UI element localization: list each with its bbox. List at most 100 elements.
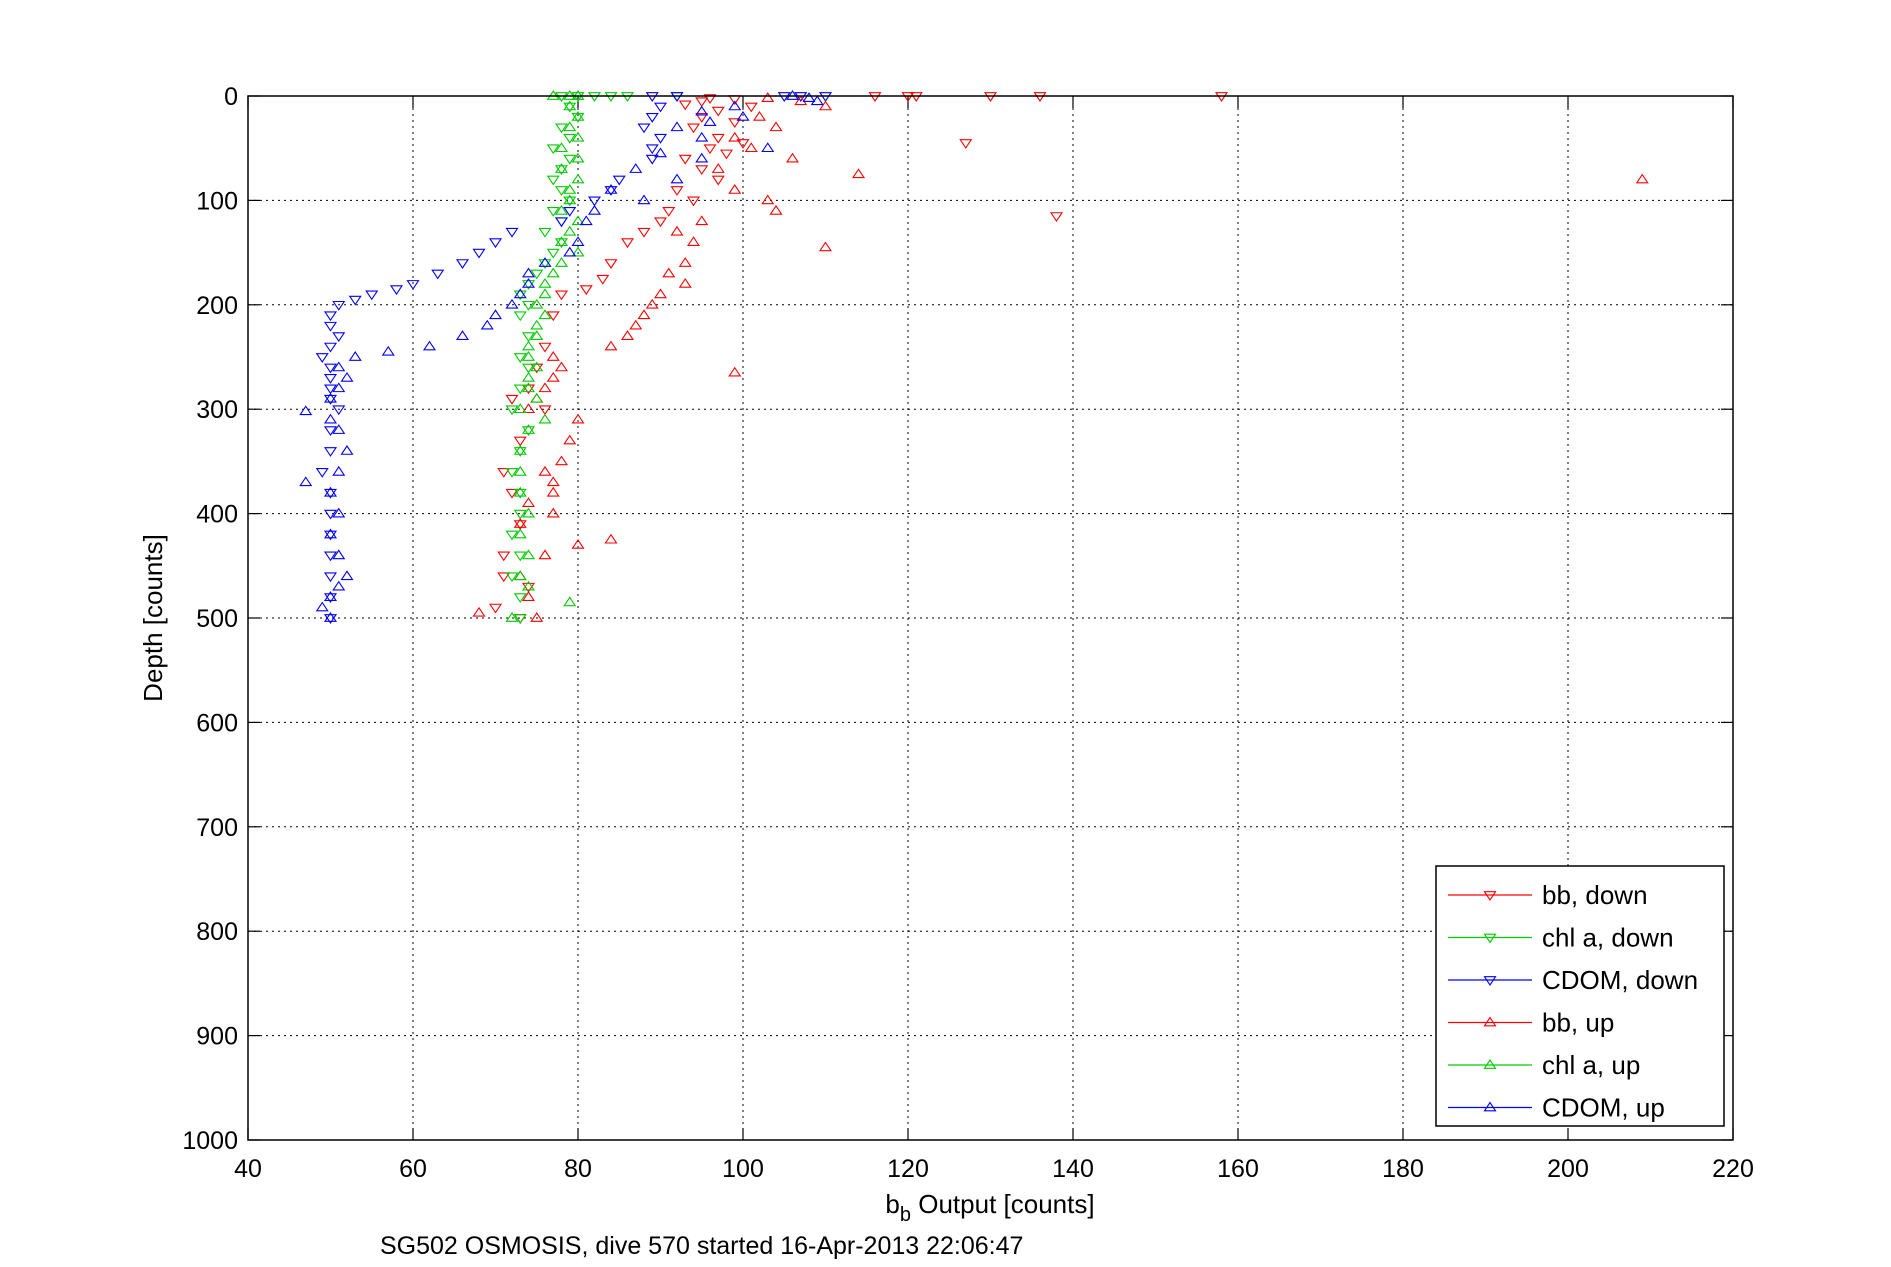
data-point: [315, 467, 329, 478]
data-point: [513, 520, 527, 530]
data-point: [554, 123, 569, 134]
legend-entry: bb, up: [1542, 1008, 1614, 1038]
series-0: [488, 92, 1229, 624]
data-point: [1033, 92, 1047, 102]
data-point: [695, 215, 709, 226]
data-point: [554, 455, 569, 466]
data-point: [521, 382, 536, 393]
data-point: [637, 309, 651, 320]
data-point: [645, 298, 659, 309]
data-point: [579, 215, 593, 226]
data-point: [587, 196, 602, 207]
data-point: [563, 133, 577, 144]
data-point: [513, 403, 527, 414]
legend-box: [1435, 865, 1725, 1127]
data-point: [521, 426, 536, 437]
data-point: [554, 165, 569, 176]
data-point: [480, 319, 494, 330]
data-point: [323, 413, 338, 424]
data-point: [538, 413, 552, 424]
data-point: [571, 246, 585, 257]
data-point: [653, 147, 668, 158]
data-point: [521, 340, 536, 351]
data-point: [554, 257, 569, 267]
data-point: [554, 361, 569, 372]
y-axis-label: Depth [counts]: [138, 534, 168, 702]
data-point: [323, 591, 338, 601]
data-point: [299, 476, 313, 487]
y-tick-label: 100: [196, 187, 238, 215]
data-point: [513, 593, 527, 604]
data-point: [695, 97, 709, 108]
data-point: [323, 426, 338, 437]
data-point: [340, 371, 354, 382]
data-point: [488, 603, 503, 614]
data-point: [505, 298, 519, 309]
data-point: [959, 139, 973, 149]
data-point: [530, 330, 544, 340]
data-point: [769, 204, 783, 215]
data-point: [530, 269, 544, 280]
data-point: [1049, 212, 1064, 223]
data-point: [521, 300, 536, 311]
data-point: [513, 288, 527, 299]
data-point: [794, 95, 808, 106]
data-point: [505, 467, 519, 478]
data-point: [728, 131, 742, 142]
data-point: [323, 509, 338, 520]
data-point: [472, 606, 486, 617]
data-point: [472, 248, 486, 259]
data-point: [571, 215, 585, 226]
y-tick-label: 900: [196, 1023, 238, 1051]
data-point: [521, 580, 536, 591]
data-point: [546, 90, 560, 100]
data-point: [422, 340, 437, 351]
data-point: [769, 121, 783, 132]
x-tick-label: 200: [1547, 1155, 1589, 1183]
x-tick-label: 220: [1712, 1155, 1754, 1183]
data-point: [670, 225, 684, 236]
data-point: [332, 424, 346, 434]
data-point: [538, 259, 552, 269]
data-point: [381, 345, 395, 356]
data-point: [323, 311, 338, 322]
data-point: [761, 194, 775, 205]
data-point: [546, 486, 560, 497]
data-point: [513, 436, 527, 447]
data-point: [521, 424, 536, 434]
x-tick-label: 100: [722, 1155, 764, 1183]
data-point: [332, 382, 346, 393]
data-point: [563, 246, 577, 257]
data-point: [497, 467, 511, 478]
y-tick-label: 200: [196, 292, 238, 320]
data-point: [629, 163, 643, 173]
data-point: [620, 238, 635, 249]
data-point: [538, 257, 552, 267]
data-point: [332, 405, 346, 416]
data-point: [670, 121, 684, 132]
grid-lines: [248, 96, 1733, 1140]
data-point: [637, 123, 651, 134]
data-point: [637, 227, 651, 238]
data-point: [521, 497, 536, 508]
data-point: [571, 236, 585, 247]
legend-marker: [1483, 1016, 1497, 1027]
y-tick-label: 300: [196, 396, 238, 424]
x-tick-label: 60: [399, 1155, 427, 1183]
data-point: [571, 173, 585, 184]
y-tick-label: 800: [196, 918, 238, 946]
data-point: [719, 149, 734, 160]
data-point: [323, 374, 338, 384]
y-tick-label: 600: [196, 709, 238, 737]
data-point: [695, 131, 709, 142]
data-point: [521, 384, 536, 395]
data-point: [455, 259, 470, 269]
data-point: [513, 509, 527, 520]
legend-marker: [1483, 1059, 1497, 1069]
data-point: [794, 92, 808, 102]
data-point: [521, 267, 536, 278]
data-point: [604, 259, 618, 269]
data-point: [604, 186, 618, 196]
data-point: [728, 366, 742, 377]
